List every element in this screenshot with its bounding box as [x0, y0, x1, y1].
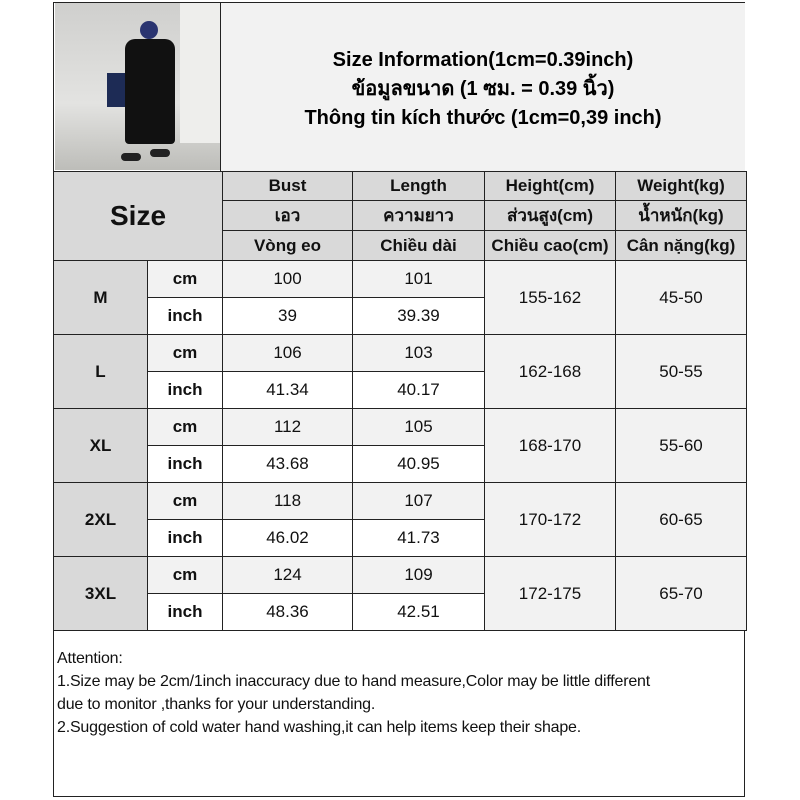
unit-label: inch: [147, 445, 223, 483]
length-value: 39.39: [352, 297, 485, 335]
table-row: inch 46.02 41.73: [54, 519, 747, 557]
column-header: เอว: [222, 200, 353, 231]
size-name: M: [53, 260, 148, 335]
size-name: XL: [53, 408, 148, 483]
bust-value: 46.02: [222, 519, 353, 557]
table-row: inch 41.34 40.17: [54, 371, 747, 409]
size-name: 2XL: [53, 482, 148, 557]
column-header: Bust: [222, 171, 353, 201]
unit-label: cm: [147, 482, 223, 520]
column-header: Vòng eo: [222, 230, 353, 261]
bust-value: 43.68: [222, 445, 353, 483]
bust-value: 124: [222, 556, 353, 594]
unit-label: cm: [147, 556, 223, 594]
weight-value: 55-60: [615, 408, 747, 483]
length-value: 101: [352, 260, 485, 298]
bust-value: 118: [222, 482, 353, 520]
header-thai: ข้อมูลขนาด (1 ซม. = 0.39 นิ้ว): [351, 78, 615, 100]
length-value: 41.73: [352, 519, 485, 557]
height-value: 155-162: [484, 260, 616, 335]
weight-value: 45-50: [615, 260, 747, 335]
column-header: Weight(kg): [615, 171, 747, 201]
unit-label: cm: [147, 408, 223, 446]
table-row: inch 48.36 42.51: [54, 593, 747, 631]
column-header: Cân nặng(kg): [615, 230, 747, 261]
unit-label: cm: [147, 334, 223, 372]
note-line: 2.Suggestion of cold water hand washing,…: [57, 719, 582, 736]
table-row: XL cm 112 105 168-170 55-60: [53, 408, 747, 483]
column-header: Length: [352, 171, 485, 201]
bust-value: 48.36: [222, 593, 353, 631]
unit-label: inch: [147, 297, 223, 335]
height-value: 170-172: [484, 482, 616, 557]
product-photo: [55, 3, 220, 170]
notes-title: Attention:: [57, 650, 123, 667]
bust-value: 39: [222, 297, 353, 335]
bust-value: 100: [222, 260, 353, 298]
table-row: inch 39 39.39: [54, 297, 747, 335]
weight-value: 65-70: [615, 556, 747, 631]
header-english: Size Information(1cm=0.39inch): [332, 49, 634, 71]
bust-value: 106: [222, 334, 353, 372]
attention-notes: Attention: 1.Size may be 2cm/1inch inacc…: [53, 643, 745, 797]
unit-label: cm: [147, 260, 223, 298]
length-value: 103: [352, 334, 485, 372]
length-value: 105: [352, 408, 485, 446]
size-name: 3XL: [53, 556, 148, 631]
length-value: 42.51: [352, 593, 485, 631]
table-row: 2XL cm 118 107 170-172 60-65: [53, 482, 747, 557]
column-header: ส่วนสูง(cm): [484, 200, 616, 231]
size-table: Size Bust Length Height(cm) Weight(kg) เอว ควา…: [53, 171, 747, 631]
size-info-header: Size Information(1cm=0.39inch) ข้อมูลขนา…: [220, 3, 745, 172]
column-header: ความยาว: [352, 200, 485, 231]
unit-label: inch: [147, 519, 223, 557]
length-value: 107: [352, 482, 485, 520]
height-value: 162-168: [484, 334, 616, 409]
column-header: Chiều cao(cm): [484, 230, 616, 261]
size-name: L: [53, 334, 148, 409]
column-header: น้ำหนัก(kg): [615, 200, 747, 231]
length-value: 40.95: [352, 445, 485, 483]
column-header: Chiều dài: [352, 230, 485, 261]
table-row: 3XL cm 124 109 172-175 65-70: [53, 556, 747, 631]
weight-value: 50-55: [615, 334, 747, 409]
note-line: 1.Size may be 2cm/1inch inaccuracy due t…: [57, 673, 650, 690]
height-value: 168-170: [484, 408, 616, 483]
height-value: 172-175: [484, 556, 616, 631]
table-row: inch 43.68 40.95: [54, 445, 747, 483]
column-header: Height(cm): [484, 171, 616, 201]
length-value: 40.17: [352, 371, 485, 409]
weight-value: 60-65: [615, 482, 747, 557]
header-vietnamese: Thông tin kích thước (1cm=0,39 inch): [304, 107, 662, 129]
unit-label: inch: [147, 593, 223, 631]
length-value: 109: [352, 556, 485, 594]
bust-value: 41.34: [222, 371, 353, 409]
size-header: Size: [53, 171, 223, 261]
unit-label: inch: [147, 371, 223, 409]
note-line: due to monitor ,thanks for your understa…: [57, 696, 376, 713]
bust-value: 112: [222, 408, 353, 446]
